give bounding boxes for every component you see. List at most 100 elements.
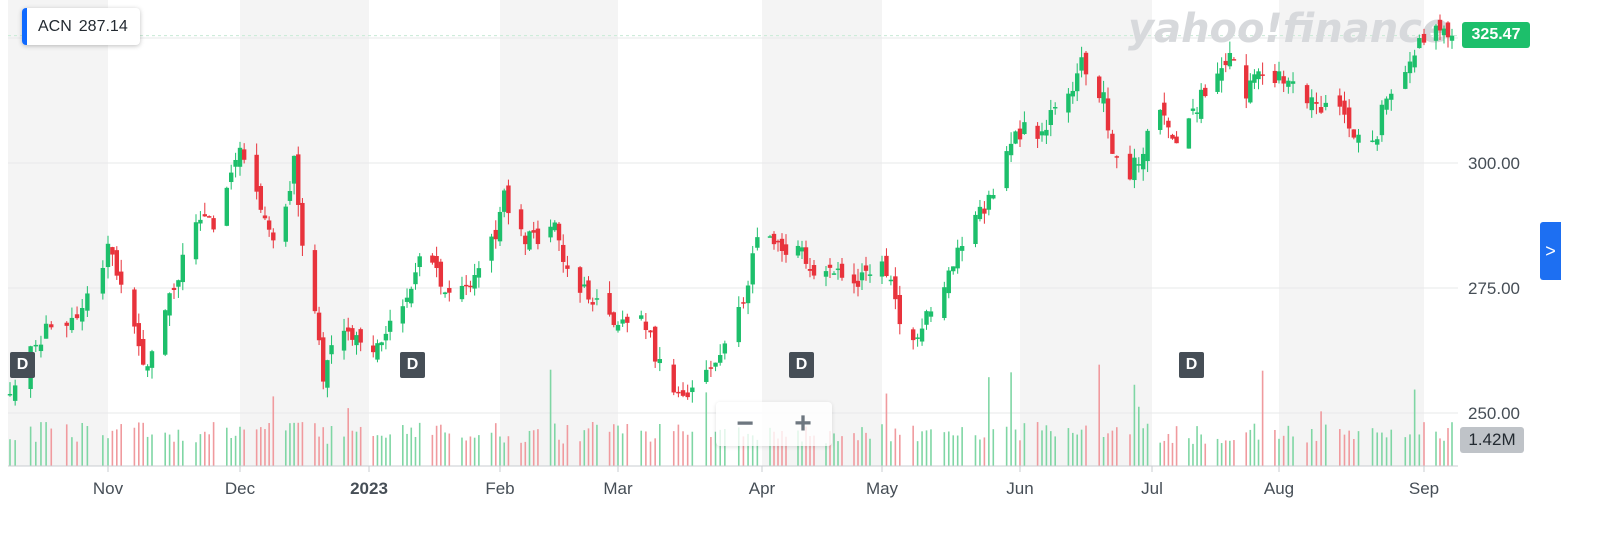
candle — [1083, 52, 1089, 75]
candle — [982, 208, 987, 214]
x-tick-label: Jun — [1006, 479, 1033, 498]
candle — [1304, 85, 1310, 104]
candle — [442, 292, 448, 295]
candle — [973, 214, 978, 244]
candle — [803, 247, 809, 264]
candle — [991, 194, 996, 199]
candle — [897, 294, 903, 325]
candle — [1248, 80, 1253, 103]
y-tick-label: 275.00 — [1468, 279, 1520, 298]
x-tick-label: Sep — [1409, 479, 1439, 498]
candle — [136, 323, 141, 347]
x-tick-label: Nov — [93, 479, 124, 498]
candle — [1017, 128, 1023, 140]
candle — [300, 202, 305, 246]
candle — [1136, 164, 1141, 166]
candle — [404, 297, 410, 302]
ticker-legend[interactable]: ACN 287.14 — [22, 8, 140, 45]
dividend-marker[interactable]: D — [10, 352, 35, 378]
candle — [202, 214, 207, 217]
zoom-in-button[interactable]: + — [794, 407, 812, 440]
candle — [1044, 129, 1049, 136]
candle — [502, 190, 507, 212]
candle — [807, 269, 813, 271]
candle — [1022, 122, 1027, 135]
candle — [325, 360, 330, 388]
candle — [358, 329, 363, 343]
candle — [434, 256, 439, 269]
candle — [1048, 110, 1053, 126]
candle — [750, 253, 755, 285]
candle — [704, 369, 709, 382]
candle — [1231, 59, 1237, 61]
expand-panel-button[interactable]: > — [1540, 222, 1561, 280]
candle — [915, 337, 920, 339]
candle — [1145, 130, 1150, 162]
month-band — [762, 0, 882, 466]
candle — [100, 267, 106, 294]
candle — [468, 285, 473, 288]
candle — [1252, 74, 1257, 83]
volume-bars — [9, 364, 1453, 466]
candle — [590, 302, 595, 305]
month-band — [1279, 0, 1424, 466]
dividend-marker[interactable]: D — [1179, 352, 1204, 378]
candle — [49, 324, 54, 328]
chevron-right-icon: > — [1545, 240, 1556, 261]
candle — [745, 285, 751, 304]
ticker-symbol: ACN — [38, 17, 72, 35]
candle — [859, 272, 865, 281]
candle — [312, 250, 318, 312]
candle — [497, 211, 503, 242]
candle — [835, 268, 841, 271]
candle — [80, 307, 85, 322]
candle — [38, 344, 44, 352]
candle — [767, 236, 773, 238]
candle — [951, 266, 956, 272]
zoom-out-button[interactable]: − — [736, 407, 754, 440]
candle — [586, 280, 591, 300]
candle — [176, 280, 181, 287]
candle — [955, 247, 960, 269]
candle — [518, 209, 524, 230]
candle — [577, 267, 583, 293]
candle — [193, 222, 199, 260]
candle — [1105, 98, 1111, 131]
candle — [163, 310, 168, 355]
candle — [1166, 120, 1171, 128]
candle — [1194, 112, 1200, 114]
candle — [413, 272, 418, 285]
candle — [287, 190, 293, 201]
candle — [1323, 102, 1328, 107]
candle — [552, 222, 557, 231]
candle — [375, 343, 380, 360]
x-tick-label: Mar — [603, 479, 633, 498]
dividend-marker[interactable]: D — [400, 352, 425, 378]
candle — [1039, 131, 1045, 136]
candle — [1097, 76, 1102, 99]
candle — [74, 314, 80, 319]
candle — [430, 255, 435, 263]
candle — [1389, 93, 1394, 100]
candle — [1110, 133, 1115, 154]
candle — [1318, 107, 1324, 113]
candle — [64, 322, 69, 326]
candle — [383, 333, 389, 341]
candle — [779, 238, 785, 252]
candle — [1314, 102, 1319, 104]
candle — [1356, 134, 1361, 143]
candle — [708, 367, 714, 369]
candle — [867, 274, 873, 276]
candle — [771, 233, 777, 245]
candle — [85, 293, 90, 311]
candle — [171, 287, 177, 290]
candle — [565, 265, 570, 269]
dividend-marker[interactable]: D — [789, 352, 814, 378]
candle — [680, 390, 686, 396]
candle — [928, 311, 934, 317]
candle — [33, 344, 38, 347]
ticker-price: 287.14 — [78, 17, 128, 35]
candle — [316, 312, 322, 341]
series-color-swatch — [22, 8, 27, 45]
